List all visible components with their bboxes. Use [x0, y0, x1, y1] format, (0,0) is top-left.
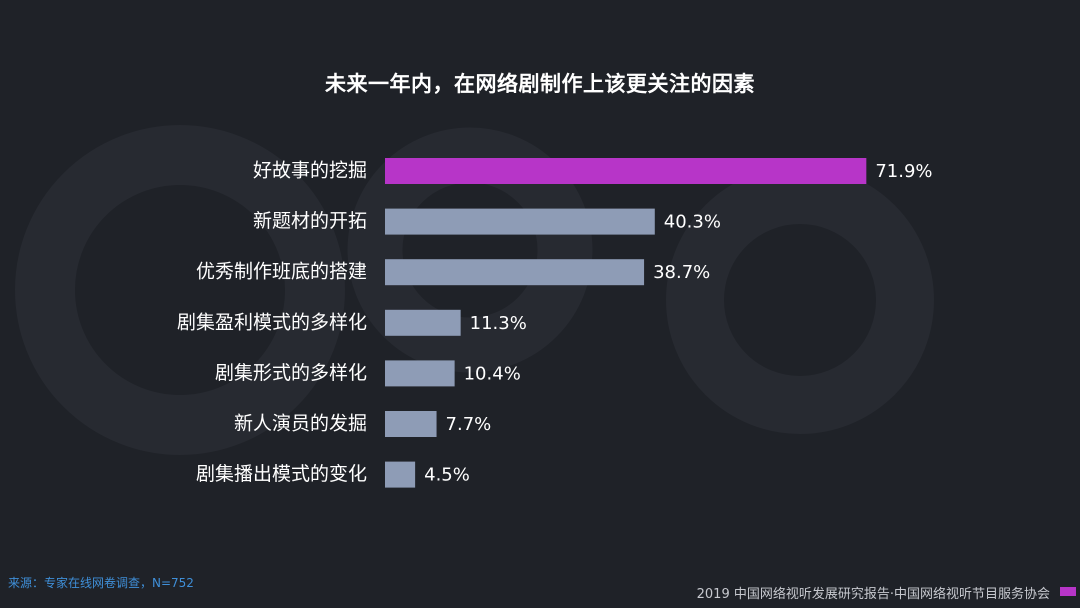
bar-2: [385, 208, 655, 235]
footer-accent-mark: [1060, 587, 1076, 596]
value-label-6: 7.7%: [446, 414, 492, 435]
value-label-3: 38.7%: [653, 262, 710, 283]
category-label-6: 新人演员的发掘: [234, 413, 367, 435]
bar-1: [385, 158, 867, 184]
category-label-7: 剧集播出模式的变化: [196, 463, 367, 485]
category-label-1: 好故事的挖掘: [253, 160, 367, 182]
category-label-4: 剧集盈利模式的多样化: [177, 311, 367, 333]
category-label-2: 新题材的开拓: [253, 210, 367, 232]
category-label-5: 剧集形式的多样化: [215, 362, 367, 384]
value-label-2: 40.3%: [664, 212, 721, 233]
chart-title: 未来一年内，在网络剧制作上该更关注的因素: [325, 72, 755, 96]
footer-credit: 2019 中国网络视听发展研究报告·中国网络视听节目服务协会: [696, 587, 1050, 602]
bar-6: [385, 411, 437, 437]
bar-4: [385, 309, 461, 336]
bar-7: [385, 461, 416, 488]
decor-ring-right: [666, 166, 934, 434]
bar-3: [385, 259, 645, 286]
value-label-5: 10.4%: [464, 363, 521, 384]
value-label-1: 71.9%: [875, 161, 932, 182]
value-label-4: 11.3%: [470, 313, 527, 334]
value-label-7: 4.5%: [424, 465, 470, 486]
source-note: 来源：专家在线网卷调查，N=752: [8, 576, 194, 590]
category-label-3: 优秀制作班底的搭建: [196, 261, 367, 283]
bar-5: [385, 360, 455, 387]
decor-ring-middle: [347, 127, 593, 373]
decor-ring-left: [15, 125, 345, 455]
